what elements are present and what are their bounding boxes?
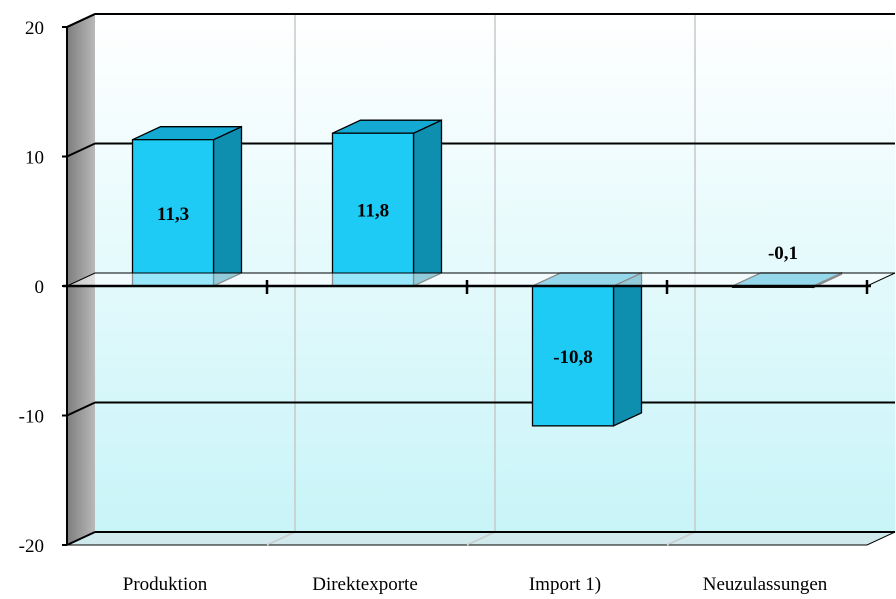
y-tick-label: -10 [19,407,44,428]
floor-gridline [266,531,296,546]
y-axis-tick-labels: 20 10 0 -10 -20 [19,18,67,557]
data-label: -0,1 [768,243,798,264]
floor-gridline [466,531,496,546]
bar-side [212,125,243,288]
category-label: Neuzulassungen [703,574,828,595]
y-tick-label: 10 [25,148,44,169]
category-label: Direktexporte [312,574,418,595]
category-label: Produktion [123,574,208,595]
y-tick-label: -20 [19,536,44,557]
bar [331,119,443,288]
gridline-side [66,13,96,28]
bar-side [612,271,643,427]
zero-axis [63,272,896,294]
y-tick-label: 0 [35,277,45,298]
gridline-side [66,531,96,546]
floor-gridline [666,531,696,546]
bar-front [531,285,615,427]
y-tick-label: 20 [25,18,44,39]
category-labels: Produktion Direktexporte Import 1) Neuzulas… [123,574,828,595]
data-label: -10,8 [553,347,593,368]
bar-front [331,132,415,287]
data-labels: 11,3 11,8 -10,8 -0,1 [157,201,798,368]
zero-plane [66,272,896,287]
bar-side [412,119,443,288]
gridline-side [66,401,96,417]
category-label: Import 1) [529,574,601,595]
data-label: 11,8 [357,201,389,222]
data-label: 11,3 [157,204,189,225]
gridline-side [66,142,96,158]
